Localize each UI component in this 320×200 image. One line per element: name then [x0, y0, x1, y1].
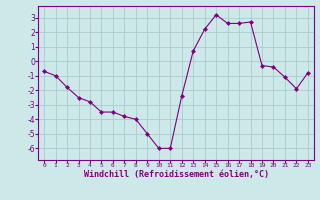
X-axis label: Windchill (Refroidissement éolien,°C): Windchill (Refroidissement éolien,°C)	[84, 170, 268, 179]
